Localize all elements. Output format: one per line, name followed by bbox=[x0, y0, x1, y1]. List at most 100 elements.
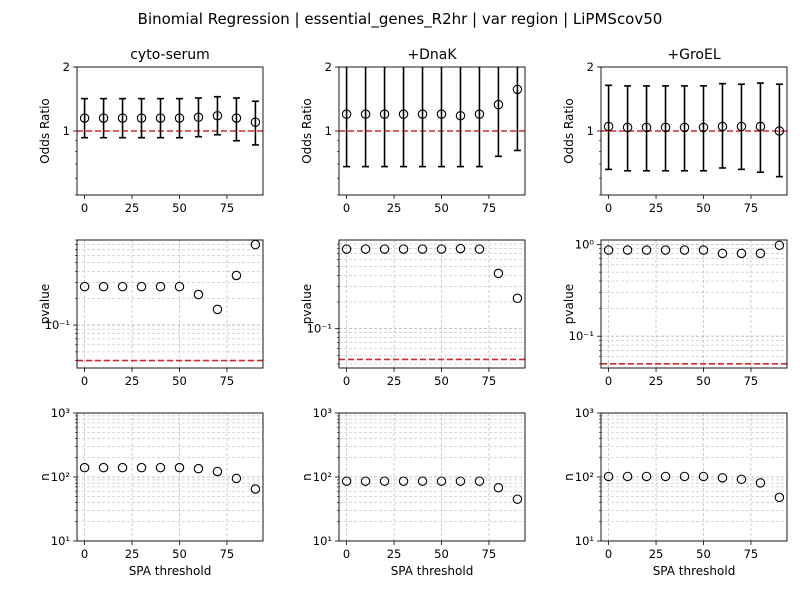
data-point bbox=[660, 122, 671, 133]
error-bar bbox=[138, 97, 146, 139]
y-tick-label: 10² bbox=[575, 470, 594, 484]
y-tick-label: 10² bbox=[51, 470, 70, 484]
data-point bbox=[231, 113, 242, 123]
x-tick-label: 0 bbox=[81, 374, 88, 388]
y-axis-label: n bbox=[300, 473, 314, 481]
error-bar bbox=[81, 97, 89, 139]
x-tick-label: 75 bbox=[744, 374, 759, 388]
data-point bbox=[360, 476, 371, 486]
error-bar bbox=[175, 97, 183, 139]
x-tick-label: 75 bbox=[220, 547, 235, 561]
y-axis-label: pvalue bbox=[38, 284, 52, 324]
data-point bbox=[136, 113, 147, 123]
x-tick-label: 50 bbox=[696, 201, 711, 215]
data-point bbox=[231, 270, 242, 281]
data-point bbox=[117, 113, 128, 123]
x-tick-label: 25 bbox=[387, 547, 402, 561]
data-point bbox=[250, 484, 261, 494]
x-tick-label: 50 bbox=[434, 201, 449, 215]
y-axis-label: Odds Ratio bbox=[300, 98, 314, 164]
x-tick-label: 25 bbox=[649, 374, 664, 388]
x-tick-label: 50 bbox=[696, 547, 711, 561]
error-bar bbox=[756, 82, 764, 174]
data-point bbox=[774, 126, 785, 136]
subplot-title: +DnaK bbox=[407, 47, 457, 63]
y-tick-label: 10² bbox=[313, 470, 332, 484]
x-tick-label: 75 bbox=[482, 374, 497, 388]
data-point bbox=[174, 113, 185, 123]
y-tick-label: 10¹ bbox=[313, 534, 332, 548]
data-point bbox=[250, 117, 261, 127]
data-point bbox=[622, 471, 633, 482]
error-bar bbox=[419, 67, 427, 168]
data-point bbox=[679, 471, 690, 482]
data-point bbox=[117, 462, 128, 473]
data-point bbox=[398, 244, 409, 254]
axes-frame bbox=[338, 239, 526, 369]
data-point bbox=[341, 476, 352, 486]
figure-suptitle: Binomial Regression | essential_genes_R2… bbox=[138, 10, 663, 29]
subplot-grid: 0 25 50 75 1 2 Odds Ratio cyto-serum 0 25 50 75 1 2 Od… bbox=[38, 47, 788, 578]
subplot-2-3: 0 25 50 75 10⁻¹ 10⁰ pvalue bbox=[562, 238, 788, 388]
x-tick-label: 50 bbox=[434, 374, 449, 388]
error-bar bbox=[624, 85, 632, 172]
error-bar bbox=[213, 95, 221, 136]
data-point bbox=[136, 281, 147, 292]
x-tick-label: 50 bbox=[696, 374, 711, 388]
subplot-title: +GroEL bbox=[667, 47, 720, 63]
error-bar bbox=[194, 97, 202, 138]
data-point bbox=[417, 109, 428, 119]
data-point bbox=[98, 281, 109, 292]
data-point bbox=[622, 122, 633, 133]
data-point bbox=[660, 471, 671, 482]
x-tick-label: 0 bbox=[605, 547, 612, 561]
y-tick-label: 2 bbox=[325, 60, 332, 74]
axes-frame bbox=[76, 239, 264, 369]
data-point bbox=[436, 109, 447, 119]
data-point bbox=[136, 462, 147, 473]
data-point bbox=[379, 244, 390, 254]
data-point bbox=[474, 244, 485, 254]
data-point bbox=[79, 113, 90, 123]
data-point bbox=[736, 474, 747, 485]
x-tick-label: 50 bbox=[172, 201, 187, 215]
data-point bbox=[98, 113, 109, 123]
data-point bbox=[512, 293, 523, 304]
y-tick-label: 10¹ bbox=[575, 534, 594, 548]
x-axis-label: SPA threshold bbox=[391, 564, 474, 578]
data-point bbox=[474, 476, 485, 486]
y-axis-label: pvalue bbox=[562, 284, 576, 324]
x-tick-label: 25 bbox=[387, 374, 402, 388]
subplot-3-1: 0 25 50 75 10¹ 10² 10³ n SPA threshold bbox=[38, 406, 264, 578]
data-point bbox=[641, 471, 652, 482]
data-point bbox=[212, 304, 223, 315]
data-point bbox=[193, 289, 204, 300]
y-tick-label: 10⁻¹ bbox=[569, 329, 594, 343]
x-tick-label: 0 bbox=[343, 201, 350, 215]
subplot-1-2: 0 25 50 75 1 2 Odds Ratio +DnaK bbox=[300, 47, 526, 215]
error-bar bbox=[494, 67, 502, 158]
data-point bbox=[98, 462, 109, 473]
y-tick-label: 2 bbox=[587, 60, 594, 74]
axes-frame bbox=[600, 239, 788, 369]
data-point bbox=[493, 99, 504, 110]
error-bar bbox=[381, 67, 389, 168]
data-point bbox=[641, 122, 652, 133]
error-bar bbox=[157, 97, 165, 139]
x-tick-label: 75 bbox=[220, 201, 235, 215]
data-point bbox=[341, 244, 352, 254]
x-tick-label: 0 bbox=[81, 547, 88, 561]
x-tick-label: 75 bbox=[744, 201, 759, 215]
x-tick-label: 25 bbox=[649, 547, 664, 561]
data-point bbox=[360, 109, 371, 119]
data-point bbox=[212, 110, 223, 121]
x-tick-label: 25 bbox=[125, 547, 140, 561]
error-bar bbox=[681, 85, 689, 172]
subplot-title: cyto-serum bbox=[130, 47, 210, 63]
data-point bbox=[774, 492, 785, 503]
data-point bbox=[736, 248, 747, 259]
data-point bbox=[174, 281, 185, 292]
data-point bbox=[231, 473, 242, 484]
